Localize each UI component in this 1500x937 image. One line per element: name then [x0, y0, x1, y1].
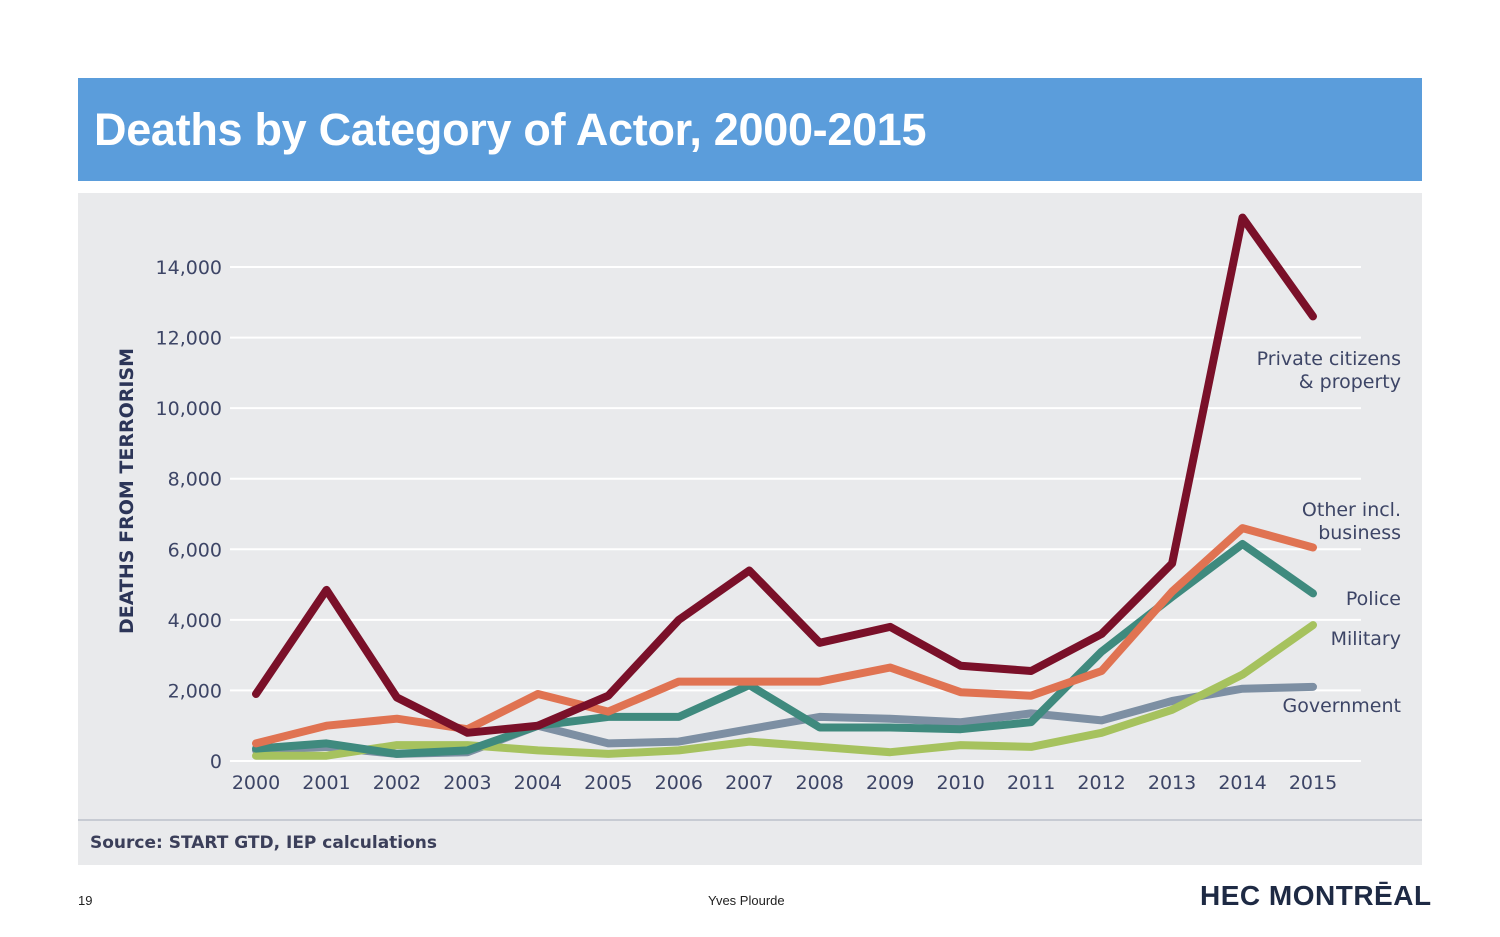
x-tick-label: 2008: [796, 772, 844, 794]
y-tick-label: 2,000: [168, 680, 222, 702]
x-tick-label: 2001: [302, 772, 350, 794]
hec-montreal-logo: HEC MONTRĒAL: [1200, 880, 1432, 911]
series-label-private: & property: [1299, 371, 1401, 393]
series-line-military: [252, 621, 1317, 760]
y-tick-label: 0: [210, 751, 222, 773]
x-tick-label: 2004: [514, 772, 562, 794]
source-divider: [78, 819, 1422, 821]
series-lines: [252, 213, 1317, 760]
author-name: Yves Plourde: [708, 893, 785, 908]
y-tick-label: 8,000: [168, 469, 222, 491]
x-tick-label: 2011: [1007, 772, 1055, 794]
x-tick-label: 2005: [584, 772, 632, 794]
series-label-other: Other incl.: [1302, 499, 1401, 521]
x-tick-label: 2012: [1077, 772, 1125, 794]
series-label-police: Police: [1346, 588, 1401, 610]
x-tick-label: 2006: [655, 772, 703, 794]
x-tick-label: 2007: [725, 772, 773, 794]
series-label-other: business: [1318, 522, 1401, 544]
source-note: Source: START GTD, IEP calculations: [90, 833, 438, 853]
series-line-police: [252, 540, 1317, 758]
y-tick-label: 6,000: [168, 539, 222, 561]
series-label-military: Military: [1331, 628, 1401, 650]
x-tick-labels: 2000 2001 2002 2003 2004 2005 2006 2007 2008 2009…: [232, 772, 1337, 794]
y-axis-label: DEATHS FROM TERRORISM: [116, 348, 138, 634]
series-label-government: Government: [1283, 695, 1402, 717]
x-tick-label: 2010: [936, 772, 984, 794]
series-labels: Private citizens& property Other incl.bus…: [1257, 348, 1401, 717]
line-chart: 02,0004,0006,0008,00010,00012,00014,000 …: [116, 213, 1401, 794]
series-line-private: [252, 213, 1317, 737]
x-tick-label: 2013: [1148, 772, 1196, 794]
y-tick-label: 14,000: [156, 257, 222, 279]
x-tick-label: 2000: [232, 772, 280, 794]
series-label-private: Private citizens: [1257, 348, 1401, 370]
x-tick-label: 2015: [1289, 772, 1337, 794]
page-number: 19: [78, 893, 93, 908]
gridlines: [230, 266, 1361, 762]
y-tick-labels: 0 2,000 4,000 6,000 8,000 10,000 12,000 14,000: [156, 257, 222, 773]
y-tick-label: 10,000: [156, 398, 222, 420]
y-tick-label: 4,000: [168, 610, 222, 632]
series-line-other: [252, 524, 1317, 748]
y-tick-label: 12,000: [156, 328, 222, 350]
chart-panel: 0 2,000 4,000 6,000 8,000 10,000 12,000 14,000 …: [78, 193, 1422, 865]
page-title: Deaths by Category of Actor, 2000-2015: [94, 104, 927, 155]
x-tick-label: 2009: [866, 772, 914, 794]
title-bar: Deaths by Category of Actor, 2000-2015: [78, 78, 1422, 181]
x-tick-label: 2003: [443, 772, 491, 794]
x-tick-label: 2002: [373, 772, 421, 794]
x-tick-label: 2014: [1218, 772, 1266, 794]
